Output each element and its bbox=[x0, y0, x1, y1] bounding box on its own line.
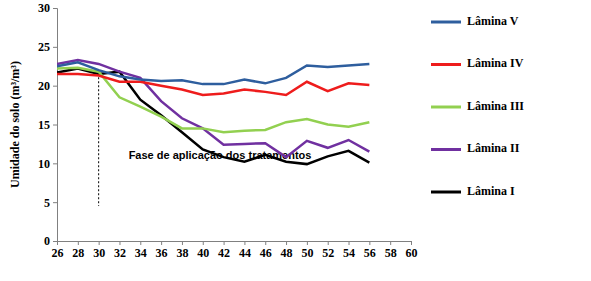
x-tick: 32 bbox=[114, 241, 126, 260]
x-tick-label: 32 bbox=[114, 246, 126, 260]
y-tick-mark bbox=[53, 125, 57, 126]
legend-swatch bbox=[431, 191, 461, 194]
x-tick-label: 40 bbox=[197, 246, 209, 260]
legend-label: Lâmina V bbox=[467, 14, 519, 28]
x-tick-mark bbox=[390, 241, 391, 245]
x-tick-mark bbox=[203, 241, 204, 245]
y-tick-label: 5 bbox=[44, 196, 50, 210]
x-tick-mark bbox=[182, 241, 183, 245]
y-tick: 20 bbox=[38, 79, 57, 93]
axis-line bbox=[58, 242, 412, 246]
x-tick-label: 50 bbox=[301, 246, 313, 260]
legend-label: Lâmina II bbox=[467, 141, 520, 155]
y-tick-mark bbox=[53, 47, 57, 48]
y-tick-mark bbox=[53, 86, 57, 87]
x-tick-mark bbox=[78, 241, 79, 245]
x-tick: 42 bbox=[218, 241, 230, 260]
y-tick: 0 bbox=[44, 234, 57, 248]
x-tick-label: 60 bbox=[406, 246, 418, 260]
x-tick-label: 48 bbox=[281, 246, 293, 260]
y-tick: 30 bbox=[38, 1, 57, 15]
x-tick: 36 bbox=[156, 241, 168, 260]
x-tick-mark bbox=[161, 241, 162, 245]
x-tick: 52 bbox=[322, 241, 334, 260]
x-tick: 30 bbox=[93, 241, 105, 260]
series-line bbox=[57, 68, 369, 132]
x-tick-mark bbox=[307, 241, 308, 245]
annotation-line bbox=[98, 73, 99, 206]
axis-line bbox=[53, 9, 58, 242]
x-tick: 38 bbox=[176, 241, 188, 260]
y-tick-label: 0 bbox=[44, 234, 50, 248]
x-tick-label: 36 bbox=[156, 246, 168, 260]
legend-swatch bbox=[431, 148, 461, 151]
y-tick-label: 15 bbox=[38, 118, 50, 132]
x-tick-label: 28 bbox=[72, 246, 84, 260]
y-axis: 0 5 10 15 20 25 30 bbox=[38, 1, 58, 248]
x-tick-mark bbox=[369, 241, 370, 245]
y-tick-label: 25 bbox=[38, 40, 50, 54]
x-tick: 26 bbox=[52, 241, 64, 260]
y-tick-mark bbox=[53, 202, 57, 203]
x-tick-mark bbox=[99, 241, 100, 245]
x-tick-label: 56 bbox=[364, 246, 376, 260]
x-tick-label: 54 bbox=[343, 246, 355, 260]
legend: Lâmina V Lâmina IV Lâmina III Lâmina II Lâmi… bbox=[431, 14, 524, 198]
series-line bbox=[57, 60, 369, 157]
legend-label: Lâmina I bbox=[467, 184, 515, 198]
y-tick: 25 bbox=[38, 40, 57, 54]
y-tick: 10 bbox=[38, 157, 57, 171]
x-tick: 40 bbox=[197, 241, 209, 260]
x-tick-label: 38 bbox=[176, 246, 188, 260]
x-tick-mark bbox=[328, 241, 329, 245]
y-tick: 5 bbox=[44, 196, 57, 210]
x-tick-label: 52 bbox=[322, 246, 334, 260]
x-tick: 54 bbox=[343, 241, 355, 260]
x-tick-label: 46 bbox=[260, 246, 272, 260]
x-tick: 58 bbox=[385, 241, 397, 260]
x-tick-label: 30 bbox=[93, 246, 105, 260]
chart: 26 28 30 32 34 36 38 40 42 44 46 48 50 52 54 56 58 60 0 5 10… bbox=[0, 0, 591, 281]
x-tick: 48 bbox=[281, 241, 293, 260]
y-tick-label: 30 bbox=[38, 1, 50, 15]
x-tick: 28 bbox=[72, 241, 84, 260]
y-tick-label: 20 bbox=[38, 79, 50, 93]
x-tick-mark bbox=[140, 241, 141, 245]
x-tick-mark bbox=[349, 241, 350, 245]
y-tick-label: 10 bbox=[38, 157, 50, 171]
legend-label: Lâmina III bbox=[467, 99, 524, 113]
y-tick: 15 bbox=[38, 118, 57, 132]
x-tick: 56 bbox=[364, 241, 376, 260]
legend-label: Lâmina IV bbox=[467, 56, 524, 70]
y-tick-mark bbox=[53, 163, 57, 164]
y-tick-mark bbox=[53, 241, 57, 242]
y-tick-mark bbox=[53, 8, 57, 9]
legend-swatch bbox=[431, 21, 461, 24]
x-tick-mark bbox=[224, 241, 225, 245]
x-tick-mark bbox=[119, 241, 120, 245]
legend-swatch bbox=[431, 106, 461, 109]
series-line bbox=[57, 62, 369, 84]
x-tick: 60 bbox=[406, 241, 418, 260]
x-tick-label: 44 bbox=[239, 246, 251, 260]
x-tick-mark bbox=[411, 241, 412, 245]
x-tick-mark bbox=[265, 241, 266, 245]
x-tick: 50 bbox=[301, 241, 313, 260]
x-tick-label: 34 bbox=[135, 246, 147, 260]
x-tick-label: 26 bbox=[52, 246, 64, 260]
x-tick-label: 42 bbox=[218, 246, 230, 260]
x-tick: 44 bbox=[239, 241, 251, 260]
x-tick: 34 bbox=[135, 241, 147, 260]
x-tick-mark bbox=[244, 241, 245, 245]
y-axis-title: Umidade do solo (m³/m³) bbox=[8, 61, 22, 188]
x-tick-label: 58 bbox=[385, 246, 397, 260]
x-tick: 46 bbox=[260, 241, 272, 260]
x-tick-mark bbox=[286, 241, 287, 245]
x-axis: 26 28 30 32 34 36 38 40 42 44 46 48 50 52 54 56 58 60 bbox=[52, 241, 418, 260]
plot-area bbox=[57, 60, 369, 164]
legend-swatch bbox=[431, 63, 461, 66]
